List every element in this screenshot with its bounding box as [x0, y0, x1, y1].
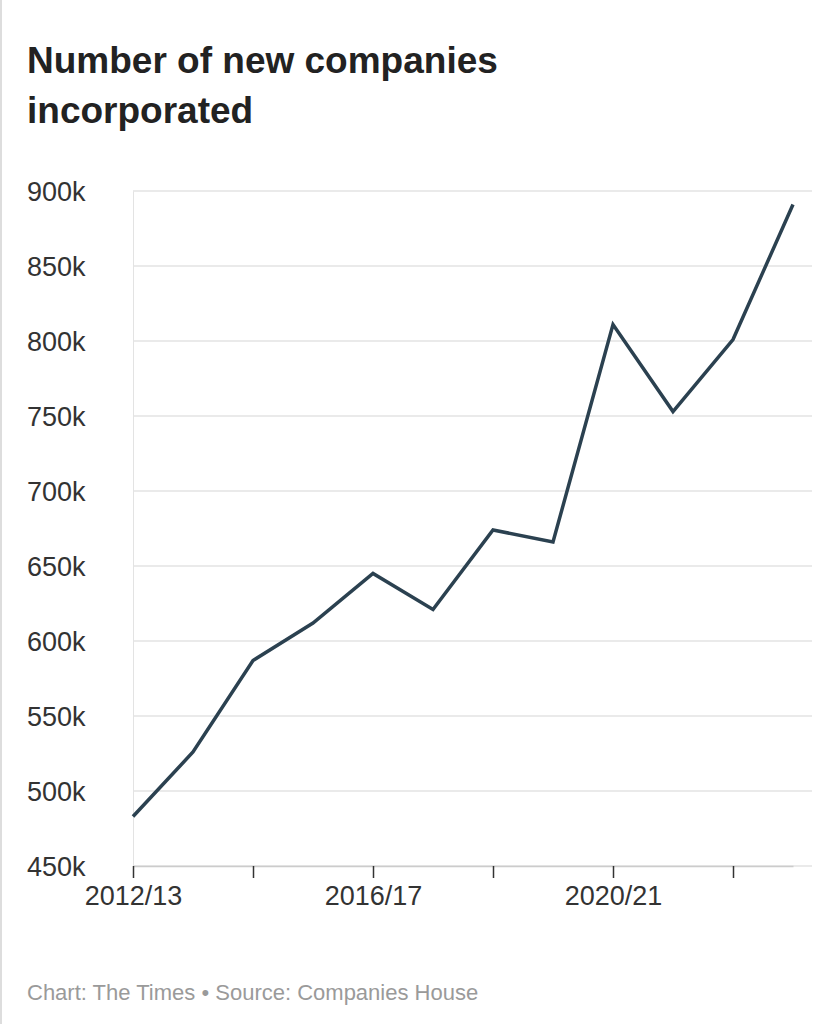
x-tick-label: 2016/17: [325, 881, 423, 911]
x-tick: [733, 866, 734, 878]
chart: Number of new companiesincorporated 450k 5…: [0, 0, 823, 1024]
y-axis-line: [133, 192, 134, 867]
grid-line: [133, 340, 812, 342]
x-tick: [493, 866, 494, 878]
y-tick: 500k: [27, 777, 133, 807]
y-tick-label: 600k: [27, 627, 86, 657]
x-tick-mark: [133, 866, 135, 878]
y-tick: 900k: [27, 177, 133, 207]
grid-line: [133, 265, 812, 267]
left-border: [0, 0, 2, 1024]
y-tick: 450k: [27, 852, 133, 882]
x-tick-mark: [733, 866, 735, 878]
grid-line: [133, 640, 812, 642]
x-tick: 2016/17: [325, 866, 423, 911]
grid-line: [133, 190, 812, 192]
x-tick-label: 2020/21: [565, 881, 663, 911]
y-tick-label: 800k: [27, 327, 86, 357]
y-tick-label: 850k: [27, 252, 86, 282]
y-tick: 600k: [27, 627, 133, 657]
grid: [133, 191, 812, 866]
x-tick: [253, 866, 254, 878]
grid-line: [133, 565, 812, 567]
y-tick: 850k: [27, 252, 133, 282]
y-tick-label: 650k: [27, 552, 86, 582]
line: [133, 205, 793, 817]
y-tick: 750k: [27, 402, 133, 432]
x-axis-line: [134, 866, 794, 868]
x-tick-label: 2012/13: [85, 881, 183, 911]
source: Chart: The Times • Source: Companies Hou…: [27, 980, 478, 1005]
plot-area: [133, 205, 793, 817]
y-tick: 550k: [27, 702, 133, 732]
grid-line: [133, 865, 812, 867]
y-tick: 800k: [27, 327, 133, 357]
grid-line: [133, 790, 812, 792]
x-tick-mark: [253, 866, 255, 878]
x-axis: 2012/13 2016/17 2020/21: [85, 866, 794, 911]
grid-line: [133, 715, 812, 717]
y-tick-label: 550k: [27, 702, 86, 732]
y-axis: 450k 500k 550k 600k 650k 700k 750k 800k 850k 900k: [27, 177, 134, 882]
y-tick-label: 450k: [27, 852, 86, 882]
grid-line: [133, 490, 812, 492]
x-tick: 2020/21: [565, 866, 663, 911]
y-tick-label: 700k: [27, 477, 86, 507]
x-tick-mark: [613, 866, 615, 878]
y-tick-label: 750k: [27, 402, 86, 432]
y-tick-label: 500k: [27, 777, 86, 807]
grid-line: [133, 415, 812, 417]
y-tick: 700k: [27, 477, 133, 507]
x-tick-mark: [493, 866, 495, 878]
y-tick-label: 900k: [27, 177, 86, 207]
x-tick-mark: [373, 866, 375, 878]
title: Number of new companiesincorporated: [27, 40, 498, 131]
y-tick: 650k: [27, 552, 133, 582]
x-tick: 2012/13: [85, 866, 183, 911]
